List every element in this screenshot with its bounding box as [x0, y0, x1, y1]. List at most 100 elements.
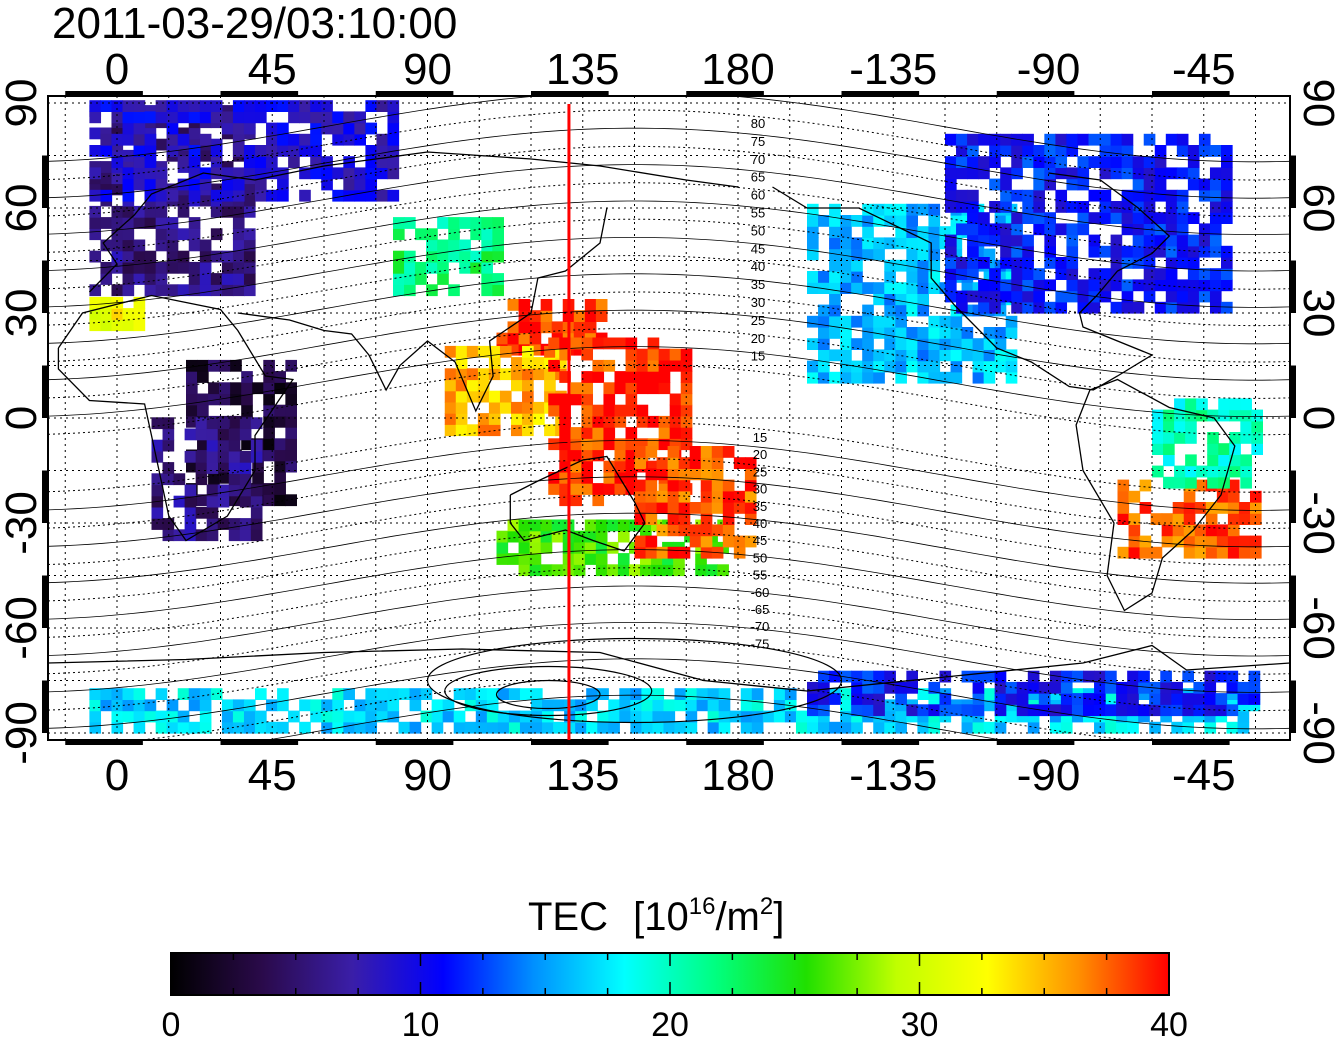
tec-cell: [1022, 212, 1034, 224]
tec-cell: [250, 484, 263, 497]
tec-cell: [795, 721, 808, 734]
contour-label: 60: [751, 188, 765, 203]
tec-cell: [250, 518, 263, 530]
tec-cell: [1176, 133, 1189, 146]
tec-cell: [387, 100, 400, 112]
tec-cell: [263, 438, 275, 451]
coastline: [57, 294, 295, 542]
tec-cell: [332, 710, 344, 723]
tec-cell: [1033, 223, 1045, 236]
tec-cell: [111, 100, 124, 112]
tec-cell: [1204, 670, 1217, 683]
tec-cell: [166, 239, 179, 252]
colorbar-tick-label: 30: [901, 1006, 939, 1042]
axis-strip-top: [220, 91, 299, 96]
tec-cell: [989, 234, 1001, 247]
tec-cell: [862, 338, 874, 350]
tec-cell: [453, 721, 466, 734]
tec-cell: [464, 699, 477, 712]
tec-cell: [1221, 167, 1233, 180]
tec-cell: [711, 524, 724, 537]
tec-cell: [744, 490, 757, 503]
tec-cell: [711, 446, 724, 458]
tec-cell: [155, 688, 168, 700]
tec-cell: [1011, 133, 1023, 146]
tec-cell: [1227, 502, 1240, 514]
tec-cell: [492, 217, 504, 229]
tec-cell: [354, 111, 366, 124]
tec-cell: [994, 693, 1007, 705]
tec-cell: [689, 446, 702, 458]
tec-cell: [1227, 546, 1240, 559]
tec-cell: [917, 338, 930, 350]
tec-cell: [689, 502, 702, 514]
tec-cell: [617, 519, 630, 532]
tec-cell: [540, 310, 553, 322]
axis-strip-bottom: [531, 740, 609, 745]
tec-cell: [1171, 681, 1183, 694]
contour-label: 70: [751, 152, 765, 167]
tec-cell: [1121, 201, 1134, 213]
tec-cell: [122, 261, 135, 274]
tec-cell: [597, 710, 609, 723]
tec-cell: [928, 681, 941, 694]
tec-cell: [840, 237, 852, 250]
tec-cell: [111, 149, 124, 162]
tec-cell: [221, 178, 234, 191]
tec-cell: [595, 299, 608, 311]
tec-cell: [548, 359, 560, 372]
tec-cell: [647, 348, 660, 361]
tec-cell: [1110, 279, 1123, 292]
tec-cell: [177, 284, 190, 297]
tec-cell: [507, 321, 520, 334]
tec-cell: [1176, 279, 1189, 292]
tec-cell: [144, 156, 157, 168]
tec-cell: [232, 250, 245, 263]
tec-cell: [166, 284, 179, 297]
tec-cell: [744, 457, 757, 469]
tec-cell: [625, 460, 638, 473]
tec-cell: [111, 261, 124, 274]
tec-cell: [1240, 465, 1252, 478]
tec-cell: [343, 133, 355, 146]
tec-cell: [873, 203, 885, 216]
tec-cell: [111, 250, 124, 263]
tec-cell: [188, 721, 201, 734]
tec-cell: [640, 564, 652, 577]
tec-cell: [928, 688, 941, 700]
tec-cell: [751, 721, 764, 734]
contour-line: [48, 512, 1290, 584]
tec-cell: [667, 546, 680, 559]
tec-cell: [1218, 409, 1230, 422]
tec-cell: [1152, 420, 1164, 433]
tec-cell: [592, 415, 605, 428]
tec-cell: [481, 228, 493, 241]
tec-cell: [1187, 178, 1200, 191]
tec-cell: [1022, 245, 1034, 258]
tec-cell: [1209, 212, 1222, 224]
tec-cell: [862, 681, 874, 694]
tec-cell: [695, 553, 707, 565]
tec-cell: [680, 382, 693, 395]
tec-cell: [1248, 670, 1261, 683]
tec-cell: [1121, 301, 1134, 314]
contour-label: 80: [751, 116, 765, 131]
tec-cell: [818, 670, 830, 683]
tec-cell: [1165, 223, 1178, 236]
tec-cell: [1176, 245, 1189, 258]
tec-cell: [492, 273, 504, 285]
tec-cell: [455, 379, 468, 392]
tec-cell: [1237, 710, 1250, 723]
tec-cell: [1165, 167, 1178, 180]
tec-cell: [232, 167, 245, 180]
tec-cell: [266, 100, 278, 112]
lat-tick-right: -90: [1294, 701, 1340, 765]
axis-strip-top: [1152, 91, 1230, 96]
tec-cell: [617, 553, 630, 565]
tec-cell: [188, 145, 201, 157]
tec-cell: [232, 273, 245, 285]
tec-cell: [829, 327, 841, 339]
tec-cell: [177, 721, 190, 734]
tec-cell: [592, 438, 605, 451]
tec-cell: [1218, 465, 1230, 478]
